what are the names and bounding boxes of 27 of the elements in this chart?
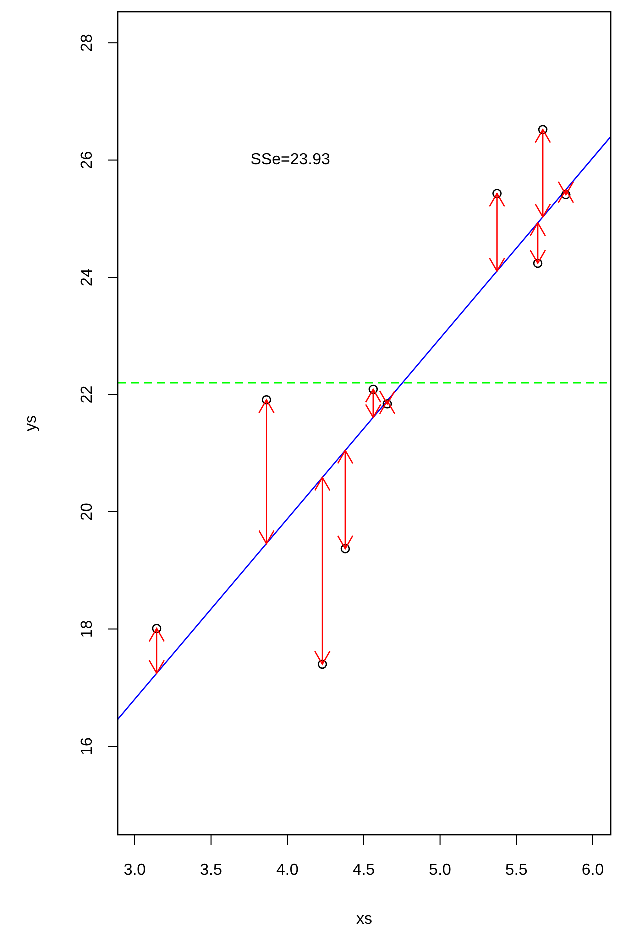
x-tick-label: 3.0 bbox=[124, 862, 146, 879]
x-tick-label: 5.5 bbox=[506, 862, 528, 879]
y-tick-label: 28 bbox=[79, 34, 96, 52]
y-tick-label: 18 bbox=[79, 620, 96, 638]
y-axis-title: ys bbox=[23, 416, 40, 432]
y-tick-label: 20 bbox=[79, 503, 96, 521]
point bbox=[152, 624, 162, 634]
x-tick-label: 4.5 bbox=[352, 862, 376, 879]
point bbox=[318, 660, 328, 670]
point bbox=[561, 190, 571, 200]
point bbox=[368, 384, 378, 394]
point bbox=[382, 400, 392, 409]
point bbox=[492, 189, 502, 198]
x-tick-label: 4.0 bbox=[276, 862, 299, 879]
x-tick-label: 3.5 bbox=[200, 862, 223, 879]
point bbox=[340, 544, 350, 554]
point bbox=[533, 258, 543, 268]
x-tick-label: 5.0 bbox=[429, 862, 452, 879]
y-tick-label: 16 bbox=[79, 737, 96, 756]
point bbox=[538, 125, 548, 134]
y-tick-label: 22 bbox=[79, 386, 96, 404]
x-tick-label: 6.0 bbox=[582, 862, 604, 879]
x-axis-title: xs bbox=[356, 911, 372, 928]
y-tick-label: 24 bbox=[79, 268, 96, 286]
point bbox=[262, 395, 272, 405]
y-tick-label: 26 bbox=[79, 151, 96, 170]
annotation: SSe=23.93 bbox=[250, 151, 330, 168]
